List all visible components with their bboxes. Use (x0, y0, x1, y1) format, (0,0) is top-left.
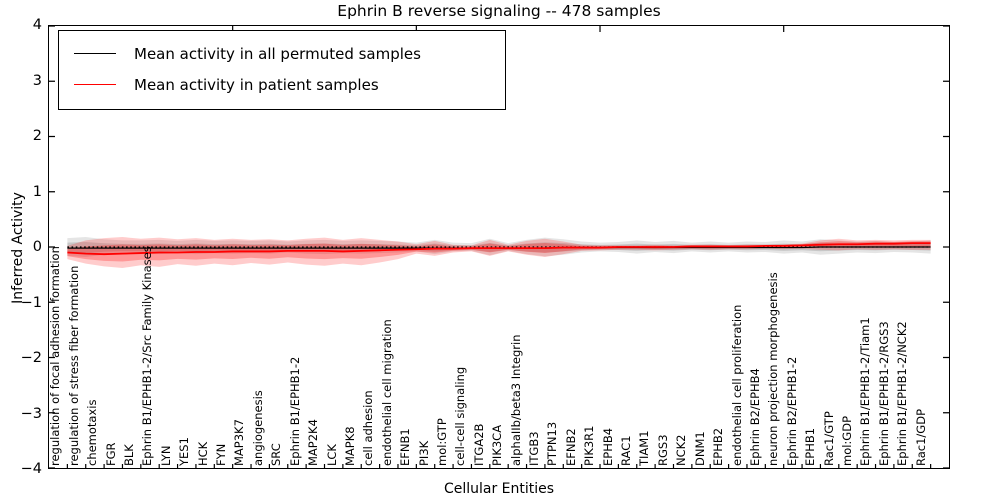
band-outer (67, 237, 931, 268)
x-category-label: Ephrin B2/EPHB1-2 (784, 356, 799, 466)
y-tick-label: 1 (32, 183, 42, 200)
plot-area: regulation of focal adhesion formation re… (48, 25, 950, 469)
x-category-label: PTPN13 (545, 421, 560, 466)
y-tick-label: 3 (32, 72, 42, 89)
chart-title: Ephrin B reverse signaling -- 478 sample… (337, 2, 661, 20)
x-category-label: EPHB4 (600, 427, 615, 466)
x-category-label: MAPK8 (342, 426, 357, 466)
legend-label-permuted: Mean activity in all permuted samples (134, 44, 421, 63)
legend-label-patient: Mean activity in patient samples (134, 75, 379, 94)
x-category-label: Ephrin B1/EPHB1-2/Tiam1 (858, 317, 873, 466)
x-category-label: LCK (324, 444, 339, 466)
x-category-label: YES1 (177, 437, 192, 466)
x-category-label: Rac1/GDP (913, 408, 928, 466)
legend-item-patient: Mean activity in patient samples (59, 69, 505, 100)
x-category-label: EFNB1 (398, 428, 413, 466)
legend-line-black-icon (74, 53, 116, 54)
y-tick-label: 2 (32, 128, 42, 144)
x-category-label: endothelial cell migration (379, 319, 394, 466)
legend-item-permuted: Mean activity in all permuted samples (59, 38, 505, 69)
mean-line-patient (67, 242, 931, 256)
x-category-label: endothelial cell proliferation (729, 304, 744, 466)
axis-ticks (49, 26, 949, 468)
chart-canvas (49, 26, 949, 468)
x-category-label: angiogenesis (250, 390, 265, 466)
x-category-label: regulation of stress fiber formation (66, 265, 81, 466)
x-category-label: cell-cell signaling (453, 366, 468, 466)
x-category-label: neuron projection morphogenesis (766, 272, 781, 466)
x-category-label: alphaIIb/beta3 Integrin (508, 334, 523, 466)
x-category-label: MAP3K7 (232, 419, 247, 466)
y-tick-label: −3 (20, 405, 42, 422)
x-category-label: MAP2K4 (306, 419, 321, 466)
x-category-label: Rac1/GTP (821, 411, 836, 466)
x-axis-label: Cellular Entities (443, 481, 555, 497)
x-category-label: EFNB2 (563, 428, 578, 466)
x-category-label: DNM1 (692, 431, 707, 466)
x-category-label: LYN (158, 445, 173, 466)
x-category-label: SRC (269, 443, 284, 466)
x-category-label: Ephrin B1/EPHB1-2/NCK2 (895, 321, 910, 466)
x-category-label: regulation of focal adhesion formation (48, 246, 63, 466)
y-tick-label: −2 (20, 350, 42, 366)
x-category-label: ITGB3 (527, 431, 542, 466)
x-category-label: ITGA2B (471, 423, 486, 466)
x-category-label: mol:GDP (839, 415, 854, 466)
x-category-label: FYN (214, 443, 229, 466)
x-category-label: mol:GTP (434, 418, 449, 466)
band-outer (67, 237, 931, 257)
x-category-label: chemotaxis (85, 399, 100, 466)
x-category-label: PIK3CA (490, 424, 505, 466)
legend-line-red-icon (74, 84, 116, 85)
x-category-label: Ephrin B1/EPHB1-2/Src Family Kinases (140, 246, 155, 466)
x-category-label: BLK (122, 444, 137, 466)
x-category-label: EPHB2 (711, 427, 726, 466)
y-tick-label: −1 (20, 294, 42, 311)
x-category-label: HCK (195, 441, 210, 466)
x-category-label: Ephrin B2/EPHB4 (747, 368, 762, 466)
x-category-label: RAC1 (619, 435, 634, 466)
legend: Mean activity in all permuted samples Me… (58, 30, 506, 110)
x-category-label: PIK3R1 (582, 425, 597, 467)
x-category-label: FGR (103, 442, 118, 466)
y-tick-label: −4 (20, 461, 42, 477)
x-category-label: Ephrin B1/EPHB1-2 (287, 356, 302, 466)
x-category-label: cell adhesion (361, 390, 376, 466)
y-tick-label: 0 (32, 239, 42, 255)
x-category-label: PI3K (416, 440, 431, 466)
x-category-label: NCK2 (674, 434, 689, 467)
x-category-label: RGS3 (655, 434, 670, 466)
x-category-label: Ephrin B1/EPHB1-2/RGS3 (876, 321, 891, 466)
x-category-label: EPHB1 (803, 427, 818, 466)
y-tick-label: 4 (32, 17, 42, 33)
x-category-label: TIAM1 (637, 430, 652, 466)
